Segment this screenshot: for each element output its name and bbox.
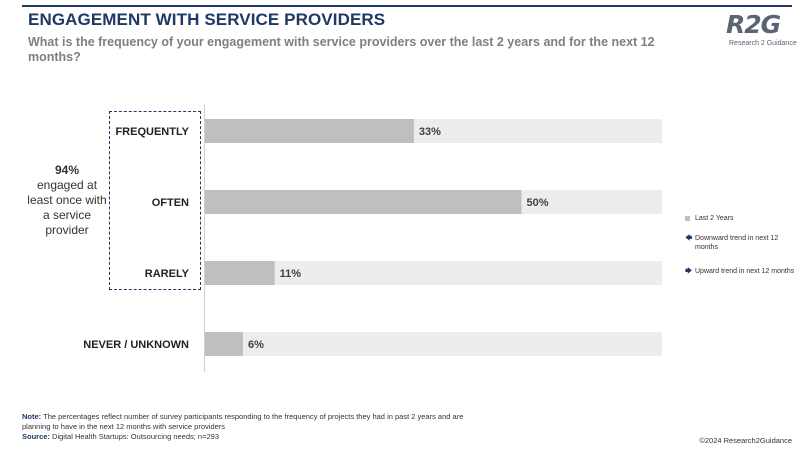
callout-text: engaged at least once with a service pro… (27, 178, 107, 237)
legend-item-downward: 🡄 Downward trend in next 12 months (685, 234, 795, 252)
legend-label: Downward trend in next 12 months (695, 235, 779, 251)
source-text: Digital Health Startups: Outsourcing nee… (49, 432, 219, 441)
footnote: Note: The percentages reflect number of … (22, 412, 492, 442)
legend-swatch-icon (685, 216, 690, 221)
bar-rarely (205, 261, 275, 285)
top-rule (22, 5, 792, 7)
r2g-logo: R2G Research 2 Guidance (722, 10, 797, 50)
legend-label: Upward trend in next 12 months (695, 268, 795, 275)
page-title: ENGAGEMENT WITH SERVICE PROVIDERS (28, 10, 386, 29)
data-label: 33% (419, 126, 441, 138)
legend-label: Last 2 Years (695, 215, 734, 222)
logo-mark: R2G (726, 10, 781, 39)
category-label: NEVER / UNKNOWN (83, 339, 189, 351)
engagement-callout: 94% engaged at least once with a service… (24, 163, 110, 238)
source-line: Source: Digital Health Startups: Outsour… (22, 432, 492, 442)
source-label: Source: (22, 432, 50, 441)
data-label: 6% (248, 339, 264, 351)
page-subtitle: What is the frequency of your engagement… (28, 35, 655, 64)
legend-item-upward: 🡆 Upward trend in next 12 months (685, 267, 795, 276)
engaged-bracket (109, 111, 201, 290)
category-label: OFTEN (152, 197, 189, 209)
bar-track (205, 261, 662, 285)
arrow-left-icon: 🡄 (685, 235, 693, 242)
category-label: FREQUENTLY (115, 126, 189, 138)
data-label: 11% (280, 268, 302, 280)
chart-axis-line (204, 104, 205, 372)
bar-never-unknown (205, 332, 243, 356)
data-label: 50% (526, 197, 548, 209)
bar-track (205, 332, 662, 356)
legend-item-last-2-years: Last 2 Years (685, 214, 795, 223)
logo-name: Research 2 Guidance (729, 40, 797, 47)
callout-percent: 94% (54, 163, 80, 177)
note-text: The percentages reflect number of survey… (22, 412, 464, 431)
copyright: ©2024 Research2Guidance (699, 436, 792, 445)
bar-often (205, 190, 522, 214)
category-label: RARELY (145, 268, 190, 280)
bar-frequently (205, 119, 414, 143)
arrow-right-icon: 🡆 (685, 268, 693, 275)
note-line: Note: The percentages reflect number of … (22, 412, 492, 432)
note-label: Note: (22, 412, 42, 421)
